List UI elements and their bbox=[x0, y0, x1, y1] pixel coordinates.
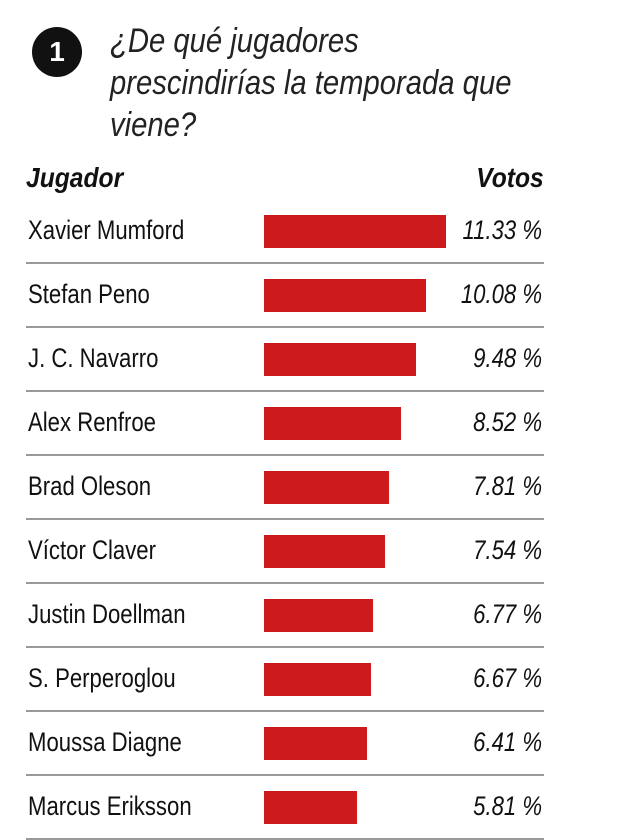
player-name: S. Perperoglou bbox=[28, 663, 176, 693]
player-name: Brad Oleson bbox=[28, 471, 152, 501]
table-row: Brad Oleson 7.81 % bbox=[26, 456, 544, 520]
vote-percentage: 8.52 % bbox=[473, 407, 542, 437]
table-row: Stefan Peno 10.08 % bbox=[26, 264, 544, 328]
vote-bar bbox=[264, 535, 385, 568]
question-title: ¿De qué jugadores prescindirías la tempo… bbox=[110, 22, 512, 144]
vote-percentage: 6.67 % bbox=[473, 663, 542, 693]
vote-percentage: 9.48 % bbox=[473, 343, 542, 373]
vote-percentage: 11.33 % bbox=[462, 215, 542, 245]
player-name: Alex Renfroe bbox=[28, 407, 156, 437]
column-header-player: Jugador bbox=[26, 162, 124, 193]
question-number-badge: 1 bbox=[32, 27, 82, 77]
vote-bar bbox=[264, 791, 357, 824]
table-row: Moussa Diagne 6.41 % bbox=[26, 712, 544, 776]
vote-bar bbox=[264, 215, 446, 248]
player-name: Xavier Mumford bbox=[28, 215, 185, 245]
vote-bar bbox=[264, 343, 416, 376]
vote-percentage: 6.77 % bbox=[473, 599, 542, 629]
vote-bar bbox=[264, 471, 389, 504]
vote-bar bbox=[264, 727, 367, 760]
vote-percentage: 6.41 % bbox=[473, 727, 542, 757]
column-header-votes: Votos bbox=[476, 162, 544, 193]
player-name: Stefan Peno bbox=[28, 279, 150, 309]
table-header: Jugador Votos bbox=[26, 160, 544, 196]
vote-percentage: 7.54 % bbox=[473, 535, 542, 565]
table-row: Alex Renfroe 8.52 % bbox=[26, 392, 544, 456]
vote-bar bbox=[264, 663, 371, 696]
table-row: J. C. Navarro 9.48 % bbox=[26, 328, 544, 392]
table-row: Marcus Eriksson 5.81 % bbox=[26, 776, 544, 840]
bar-chart: Xavier Mumford 11.33 % Stefan Peno 10.08 % J… bbox=[26, 200, 544, 840]
vote-bar bbox=[264, 599, 373, 632]
player-name: Marcus Eriksson bbox=[28, 791, 192, 821]
table-row: Justin Doellman 6.77 % bbox=[26, 584, 544, 648]
player-name: Víctor Claver bbox=[28, 535, 156, 565]
vote-percentage: 5.81 % bbox=[473, 791, 542, 821]
player-name: Moussa Diagne bbox=[28, 727, 182, 757]
vote-percentage: 7.81 % bbox=[473, 471, 542, 501]
vote-bar bbox=[264, 407, 401, 440]
vote-percentage: 10.08 % bbox=[460, 279, 542, 309]
player-name: Justin Doellman bbox=[28, 599, 186, 629]
table-row: Xavier Mumford 11.33 % bbox=[26, 200, 544, 264]
vote-bar bbox=[264, 279, 426, 312]
table-row: S. Perperoglou 6.67 % bbox=[26, 648, 544, 712]
player-name: J. C. Navarro bbox=[28, 343, 159, 373]
table-row: Víctor Claver 7.54 % bbox=[26, 520, 544, 584]
